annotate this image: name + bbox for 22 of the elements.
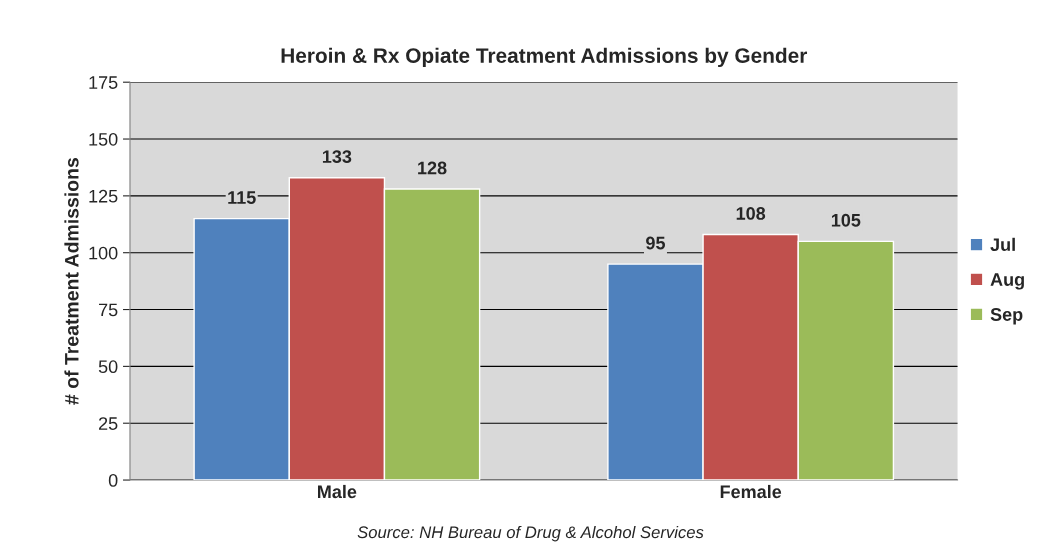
source-note: Source: NH Bureau of Drug & Alcohol Services bbox=[357, 525, 704, 542]
data-label: 108 bbox=[736, 207, 766, 220]
y-tick-label: 125 bbox=[89, 189, 118, 203]
data-label: 128 bbox=[418, 161, 447, 175]
y-tick-label: 150 bbox=[89, 132, 118, 146]
x-tick-label: Female bbox=[720, 484, 782, 499]
legend-label: Aug bbox=[990, 273, 1024, 290]
y-tick-label: 175 bbox=[89, 76, 118, 89]
y-tick-label: 100 bbox=[89, 246, 118, 260]
y-tick-label: 25 bbox=[98, 417, 118, 430]
legend-label: Sep bbox=[990, 308, 1023, 325]
data-label: 95 bbox=[646, 236, 666, 250]
y-tick-label: 75 bbox=[99, 303, 118, 317]
data-label: 105 bbox=[831, 213, 861, 227]
y-axis-title: # of Treatment Admissions bbox=[64, 158, 79, 405]
data-label: 115 bbox=[228, 191, 256, 204]
legend-label: Jul bbox=[990, 237, 1015, 252]
chart-title: Heroin & Rx Opiate Treatment Admissions by Gender bbox=[281, 47, 808, 68]
data-label: 133 bbox=[322, 150, 352, 164]
x-tick-label: Male bbox=[318, 484, 357, 499]
y-tick-label: 0 bbox=[108, 473, 118, 487]
y-tick-label: 50 bbox=[98, 360, 118, 374]
